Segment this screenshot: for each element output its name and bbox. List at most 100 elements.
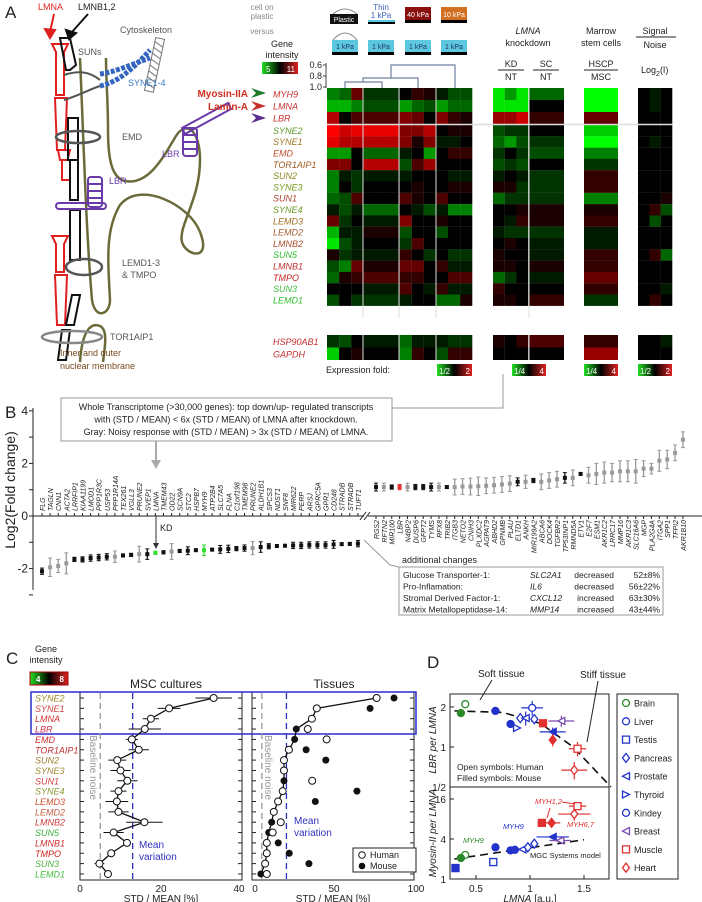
b-gene-point: ETV1 xyxy=(578,471,586,538)
gene-tick-label: ITGB3 xyxy=(453,520,460,540)
gene-tick-label: VGLL3 xyxy=(129,489,136,511)
b-gene-point: ESM1 xyxy=(594,462,601,539)
heatmap-cell xyxy=(460,347,473,360)
heatmap-cell-hscp xyxy=(584,347,618,360)
additional-gene: IL6 xyxy=(530,582,542,592)
b-gene-point: SPCS3 xyxy=(266,488,274,550)
additional-change: increased xyxy=(577,605,614,615)
c-mouse-point xyxy=(274,839,282,847)
heatmap-cell xyxy=(435,158,449,171)
tor1aip1-protein xyxy=(40,329,104,345)
c-gene-label: SUN3 xyxy=(35,859,59,869)
heatmap-cell xyxy=(448,170,461,182)
b-gene-point: E2F7 xyxy=(586,466,593,537)
heatmap-cell xyxy=(399,283,412,295)
heatmap-cell xyxy=(435,88,449,100)
c-mouse-point xyxy=(366,704,374,712)
heatmap-cell xyxy=(351,158,364,171)
additional-changes-title: additional changes xyxy=(402,555,478,565)
data-point xyxy=(339,542,344,547)
c-gene-label: SYNE3 xyxy=(35,766,65,776)
heatmap-cell-kd xyxy=(504,88,517,100)
b-gene-point: LRRFIP1 xyxy=(72,482,79,562)
additional-label: Glucose Transporter-1: xyxy=(403,570,490,580)
legend-thyroid-icon xyxy=(621,789,631,800)
heatmap-cell-noise xyxy=(638,215,650,227)
heatmap-cell xyxy=(387,192,400,205)
gene-tick-label: TMEM43 xyxy=(162,483,169,512)
b-gene-point: AKR1C3 xyxy=(625,460,633,548)
gene-tick-label: DOCK4 xyxy=(547,520,554,544)
c-human-point xyxy=(262,849,271,858)
data-point xyxy=(602,470,607,475)
heatmap-cell-noise xyxy=(638,125,650,137)
gene-tick-label: GPRC5A xyxy=(315,482,322,511)
heatmap-cell xyxy=(411,100,424,112)
heatmap-cell xyxy=(327,238,340,250)
legend-label: Breast xyxy=(634,827,661,837)
gene-tick-label: GFPT2 xyxy=(421,520,428,543)
heatmap-cell xyxy=(351,335,364,348)
d-marker xyxy=(569,764,579,776)
heatmap-cell xyxy=(399,88,412,100)
c-gene-label: LMNB1 xyxy=(35,838,65,848)
c-mouse-point xyxy=(291,735,299,743)
condition-bottom-label: 1 kPa xyxy=(336,44,354,51)
heatmap-cell xyxy=(435,100,449,112)
heatmap-cell xyxy=(387,88,400,100)
b-gene-point: AKR1B10 xyxy=(680,431,688,552)
d-marker xyxy=(491,843,500,852)
gene-tick-label: ITGA2 xyxy=(657,520,664,540)
cytoskeleton-fiber xyxy=(143,36,166,93)
heatmap-cell xyxy=(411,192,424,205)
legend-label: Testis xyxy=(634,735,658,745)
c-mouse-point xyxy=(285,849,293,857)
c-mouse-point xyxy=(353,787,361,795)
heatmap-cell-noise xyxy=(638,226,650,239)
heatmap-cell-noise xyxy=(638,100,650,112)
heatmap-cell xyxy=(363,125,376,137)
gene-intensity-label-2: intensity xyxy=(265,50,299,60)
heatmap-cell xyxy=(399,158,412,171)
heatmap-cell-sc xyxy=(529,158,564,171)
data-point xyxy=(56,563,61,568)
gene-tick-label: RMND5A xyxy=(571,520,578,550)
gene-tick-label: ANKH xyxy=(524,519,531,540)
gene-tick-label: TAGLN xyxy=(48,487,55,511)
data-point xyxy=(405,485,410,490)
d-point-pancreas xyxy=(529,838,539,850)
heatmap-cell xyxy=(411,226,424,239)
label-lbr-outer: LBR xyxy=(162,149,180,159)
heatmap-cell xyxy=(423,112,436,124)
c-mouse-point xyxy=(311,798,319,805)
d-point-breast xyxy=(548,715,575,727)
heatmap-cell-kd xyxy=(516,147,529,159)
c-msc-point xyxy=(123,776,132,785)
gene-tick-label: PLXDC2 xyxy=(476,520,483,547)
heatmap-cell xyxy=(339,192,352,205)
heatmap-cell xyxy=(375,88,388,100)
heatmap-cell xyxy=(460,260,473,272)
heatmap-cell xyxy=(363,170,376,182)
heatmap-cell-kd xyxy=(516,335,529,348)
data-point xyxy=(562,475,567,480)
gene-label: SYNE2 xyxy=(273,126,303,136)
heatmap-cell-kd xyxy=(493,181,505,193)
d-marker xyxy=(512,723,522,733)
heatmap-cell-noise xyxy=(660,192,673,205)
c-gene-label: SYNE1 xyxy=(35,704,65,714)
panel-label-c: C xyxy=(6,649,18,668)
legend-prostate-icon xyxy=(621,771,631,781)
heatmap-cell xyxy=(423,192,436,205)
expression-fold-colorbar xyxy=(512,364,546,376)
b-gene-point: TMEM98 xyxy=(242,483,250,552)
gene-label: LMNB1 xyxy=(273,262,303,272)
heatmap-row-gapdh: GAPDH xyxy=(273,347,673,360)
heatmap-cell-sc xyxy=(529,204,564,216)
gene-tick-label: MIR622 xyxy=(291,486,298,511)
c-gene-intensity-label: Gene xyxy=(35,644,57,654)
d-top-y-axis-title: LBR per LMNA xyxy=(428,706,439,774)
condition-1kpa-reference: 1 kPa xyxy=(332,40,358,55)
data-point xyxy=(413,485,418,490)
heatmap-cell-hscp xyxy=(584,238,618,250)
